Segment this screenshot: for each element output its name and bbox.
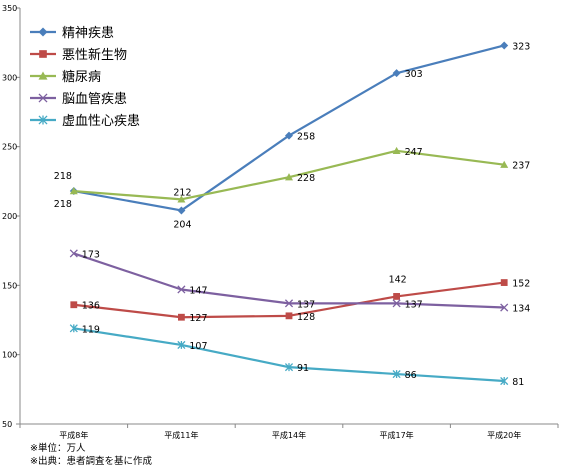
data-label: 86 bbox=[405, 370, 417, 381]
data-label: 173 bbox=[82, 249, 100, 260]
data-label: 147 bbox=[189, 285, 207, 296]
x-tick-label: 平成14年 bbox=[272, 430, 306, 440]
line-chart: 50 100 150 200 250 300 350 平成8年 平成11年 平成14年 平成17年 平… bbox=[2, 4, 559, 440]
data-label: 119 bbox=[82, 324, 100, 335]
series-line bbox=[73, 252, 505, 309]
legend-label: 脳血管疾患 bbox=[62, 92, 127, 107]
x-tick-label: 平成20年 bbox=[487, 430, 521, 440]
legend-marker bbox=[38, 71, 48, 80]
data-point bbox=[392, 370, 401, 379]
data-label: 212 bbox=[173, 187, 191, 198]
data-point bbox=[70, 301, 78, 309]
data-label: 134 bbox=[512, 304, 530, 315]
data-point bbox=[178, 313, 185, 321]
data-label: 107 bbox=[189, 341, 207, 352]
x-tick-label: 平成17年 bbox=[380, 430, 414, 440]
data-point bbox=[392, 69, 401, 78]
data-point bbox=[285, 173, 293, 181]
data-label: 258 bbox=[297, 132, 315, 143]
legend-label: 糖尿病 bbox=[62, 69, 101, 85]
data-point bbox=[177, 195, 186, 203]
data-label: 228 bbox=[297, 173, 315, 184]
data-label: 323 bbox=[512, 41, 530, 52]
legend-label: 虚血性心疾患 bbox=[62, 114, 140, 129]
data-label: 128 bbox=[297, 312, 315, 323]
series-line bbox=[73, 281, 505, 319]
legend-marker bbox=[38, 115, 48, 125]
data-label: 91 bbox=[297, 363, 309, 374]
data-point bbox=[69, 249, 78, 258]
y-tick-label: 250 bbox=[2, 143, 17, 152]
legend-label: 悪性新生物 bbox=[62, 47, 127, 63]
data-point bbox=[392, 146, 401, 155]
data-label: 218 bbox=[54, 171, 72, 182]
legend-label: 精神疾患 bbox=[62, 26, 114, 41]
y-tick-label: 50 bbox=[2, 420, 12, 429]
data-label: 142 bbox=[389, 274, 407, 285]
data-point bbox=[69, 187, 78, 195]
data-label: 204 bbox=[173, 219, 191, 230]
data-point bbox=[177, 340, 186, 350]
data-point bbox=[284, 299, 294, 308]
data-point bbox=[285, 312, 293, 320]
data-label: 152 bbox=[512, 279, 530, 290]
data-label: 237 bbox=[512, 161, 530, 172]
y-tick-label: 200 bbox=[2, 212, 17, 221]
data-point bbox=[500, 303, 509, 312]
series-line bbox=[73, 327, 505, 383]
x-tick-label: 平成11年 bbox=[164, 430, 198, 440]
y-tick-label: 150 bbox=[2, 281, 17, 290]
data-label: 247 bbox=[405, 147, 423, 158]
x-tick-label: 平成8年 bbox=[59, 430, 88, 440]
data-point bbox=[500, 279, 508, 286]
data-point bbox=[392, 299, 401, 308]
source-note: ※出典：患者調査を基に作成 bbox=[30, 456, 152, 467]
y-tick-label: 100 bbox=[2, 351, 17, 360]
data-label: 127 bbox=[189, 313, 207, 324]
legend-marker bbox=[39, 50, 47, 58]
legend-marker bbox=[38, 27, 48, 37]
unit-note: ※単位：万人 bbox=[30, 443, 86, 454]
data-point bbox=[285, 131, 293, 140]
data-label: 136 bbox=[82, 301, 100, 312]
legend-marker bbox=[38, 93, 48, 103]
data-point bbox=[500, 160, 509, 168]
data-label: 303 bbox=[405, 69, 423, 80]
data-point bbox=[284, 363, 294, 372]
y-tick-label: 350 bbox=[2, 4, 17, 13]
data-label: 218 bbox=[54, 199, 72, 210]
data-label: 137 bbox=[405, 299, 423, 310]
data-label: 137 bbox=[297, 299, 315, 310]
data-point bbox=[500, 376, 509, 386]
data-point bbox=[69, 324, 78, 333]
y-tick-label: 300 bbox=[2, 73, 17, 82]
data-point bbox=[177, 285, 186, 294]
data-point bbox=[177, 206, 186, 215]
data-point bbox=[393, 293, 400, 300]
data-point bbox=[500, 41, 509, 50]
data-label: 81 bbox=[512, 377, 524, 388]
